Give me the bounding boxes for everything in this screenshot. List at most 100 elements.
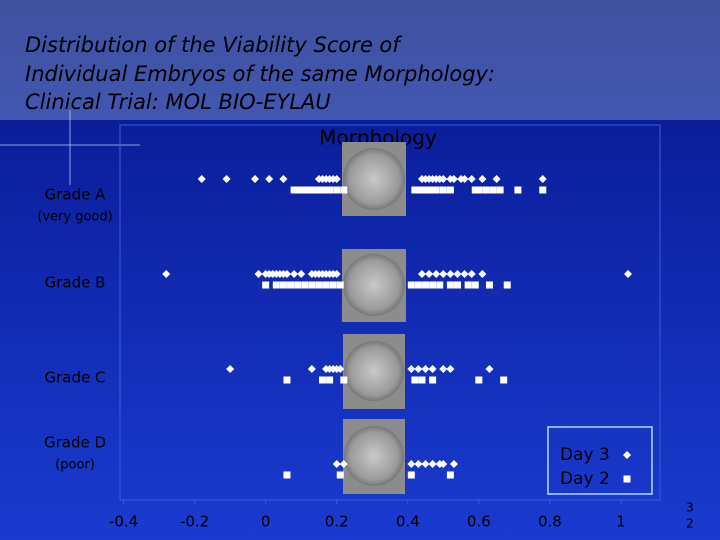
data-point [414, 281, 422, 289]
data-point [279, 281, 287, 289]
data-point [460, 175, 469, 183]
title-line: Individual Embryos of the same Morpholog… [25, 62, 495, 86]
embryo-image [343, 254, 405, 316]
data-point [439, 186, 447, 194]
legend-marker [623, 451, 631, 459]
data-point [418, 376, 426, 384]
data-point [411, 376, 419, 384]
data-point [411, 186, 419, 194]
data-point [432, 270, 441, 278]
data-point [311, 186, 319, 194]
slide-number: 2 [686, 517, 694, 531]
data-point [428, 460, 437, 468]
data-point [283, 376, 291, 384]
x-tick-label: 0.4 [396, 513, 420, 531]
embryo-image [344, 426, 404, 486]
data-point [446, 365, 455, 373]
category-label: Grade A [45, 186, 107, 204]
data-point [308, 186, 316, 194]
data-point [333, 186, 341, 194]
data-point [446, 471, 454, 479]
data-point [294, 281, 302, 289]
data-point [322, 186, 330, 194]
data-point [222, 175, 231, 183]
data-point [471, 186, 479, 194]
x-tick-label: 0.2 [325, 513, 349, 531]
data-point [301, 186, 309, 194]
data-point [429, 281, 437, 289]
category-label: Grade B [45, 274, 106, 292]
data-point [449, 460, 458, 468]
data-point [407, 471, 415, 479]
embryo-image [343, 148, 405, 210]
data-point [162, 270, 171, 278]
x-tick-label: -0.4 [109, 513, 138, 531]
data-point [482, 186, 490, 194]
legend-marker [623, 475, 631, 483]
data-point [422, 186, 430, 194]
data-point [503, 281, 511, 289]
data-point [429, 186, 437, 194]
x-tick-label: 0.6 [467, 513, 491, 531]
data-point [422, 281, 430, 289]
data-point [407, 281, 415, 289]
data-point [304, 186, 312, 194]
data-point [478, 175, 487, 183]
legend-box [547, 426, 653, 495]
data-point [514, 186, 522, 194]
data-point [339, 460, 348, 468]
data-point [428, 365, 437, 373]
data-point [315, 281, 323, 289]
data-point [297, 270, 306, 278]
data-point [326, 186, 334, 194]
data-point [436, 281, 444, 289]
data-point [439, 270, 448, 278]
data-point [226, 365, 235, 373]
data-point [489, 186, 497, 194]
data-point [319, 186, 326, 194]
data-point [454, 281, 461, 289]
data-point [308, 281, 316, 289]
data-point [485, 365, 494, 373]
data-point [332, 460, 341, 468]
data-point [336, 281, 344, 289]
data-point [414, 365, 423, 373]
data-point [265, 175, 274, 183]
data-point [439, 175, 448, 183]
data-point [294, 186, 302, 194]
data-point [251, 175, 259, 183]
data-point [460, 270, 469, 278]
data-point [197, 175, 206, 183]
data-point [262, 281, 270, 289]
data-point [272, 281, 280, 289]
x-tick-label: -0.2 [180, 513, 209, 531]
data-point [538, 175, 547, 183]
data-point [475, 186, 483, 194]
embryo-images [342, 142, 406, 494]
data-point [425, 270, 434, 278]
legend-label: Day 2 [560, 469, 610, 489]
data-point [449, 175, 458, 183]
data-point [254, 270, 263, 278]
data-point [290, 270, 299, 278]
data-point [485, 281, 493, 289]
category-note: (poor) [55, 458, 95, 473]
title-line: Clinical Trial: MOL BIO-EYLAU [25, 90, 331, 114]
title-line: Distribution of the Viability Score of [25, 33, 403, 57]
data-point [439, 460, 448, 468]
legend-label: Day 3 [560, 445, 610, 465]
data-point [315, 186, 323, 194]
data-point [332, 175, 341, 183]
data-point [319, 376, 326, 384]
plot-area [119, 124, 661, 501]
data-point [467, 175, 476, 183]
data-point [407, 460, 416, 468]
x-tick-label: 0 [261, 513, 271, 531]
data-point [432, 186, 440, 194]
x-tick-label: 1 [616, 513, 626, 531]
data-point [407, 365, 416, 373]
data-point [421, 460, 430, 468]
data-point [287, 281, 295, 289]
data-point [340, 376, 348, 384]
